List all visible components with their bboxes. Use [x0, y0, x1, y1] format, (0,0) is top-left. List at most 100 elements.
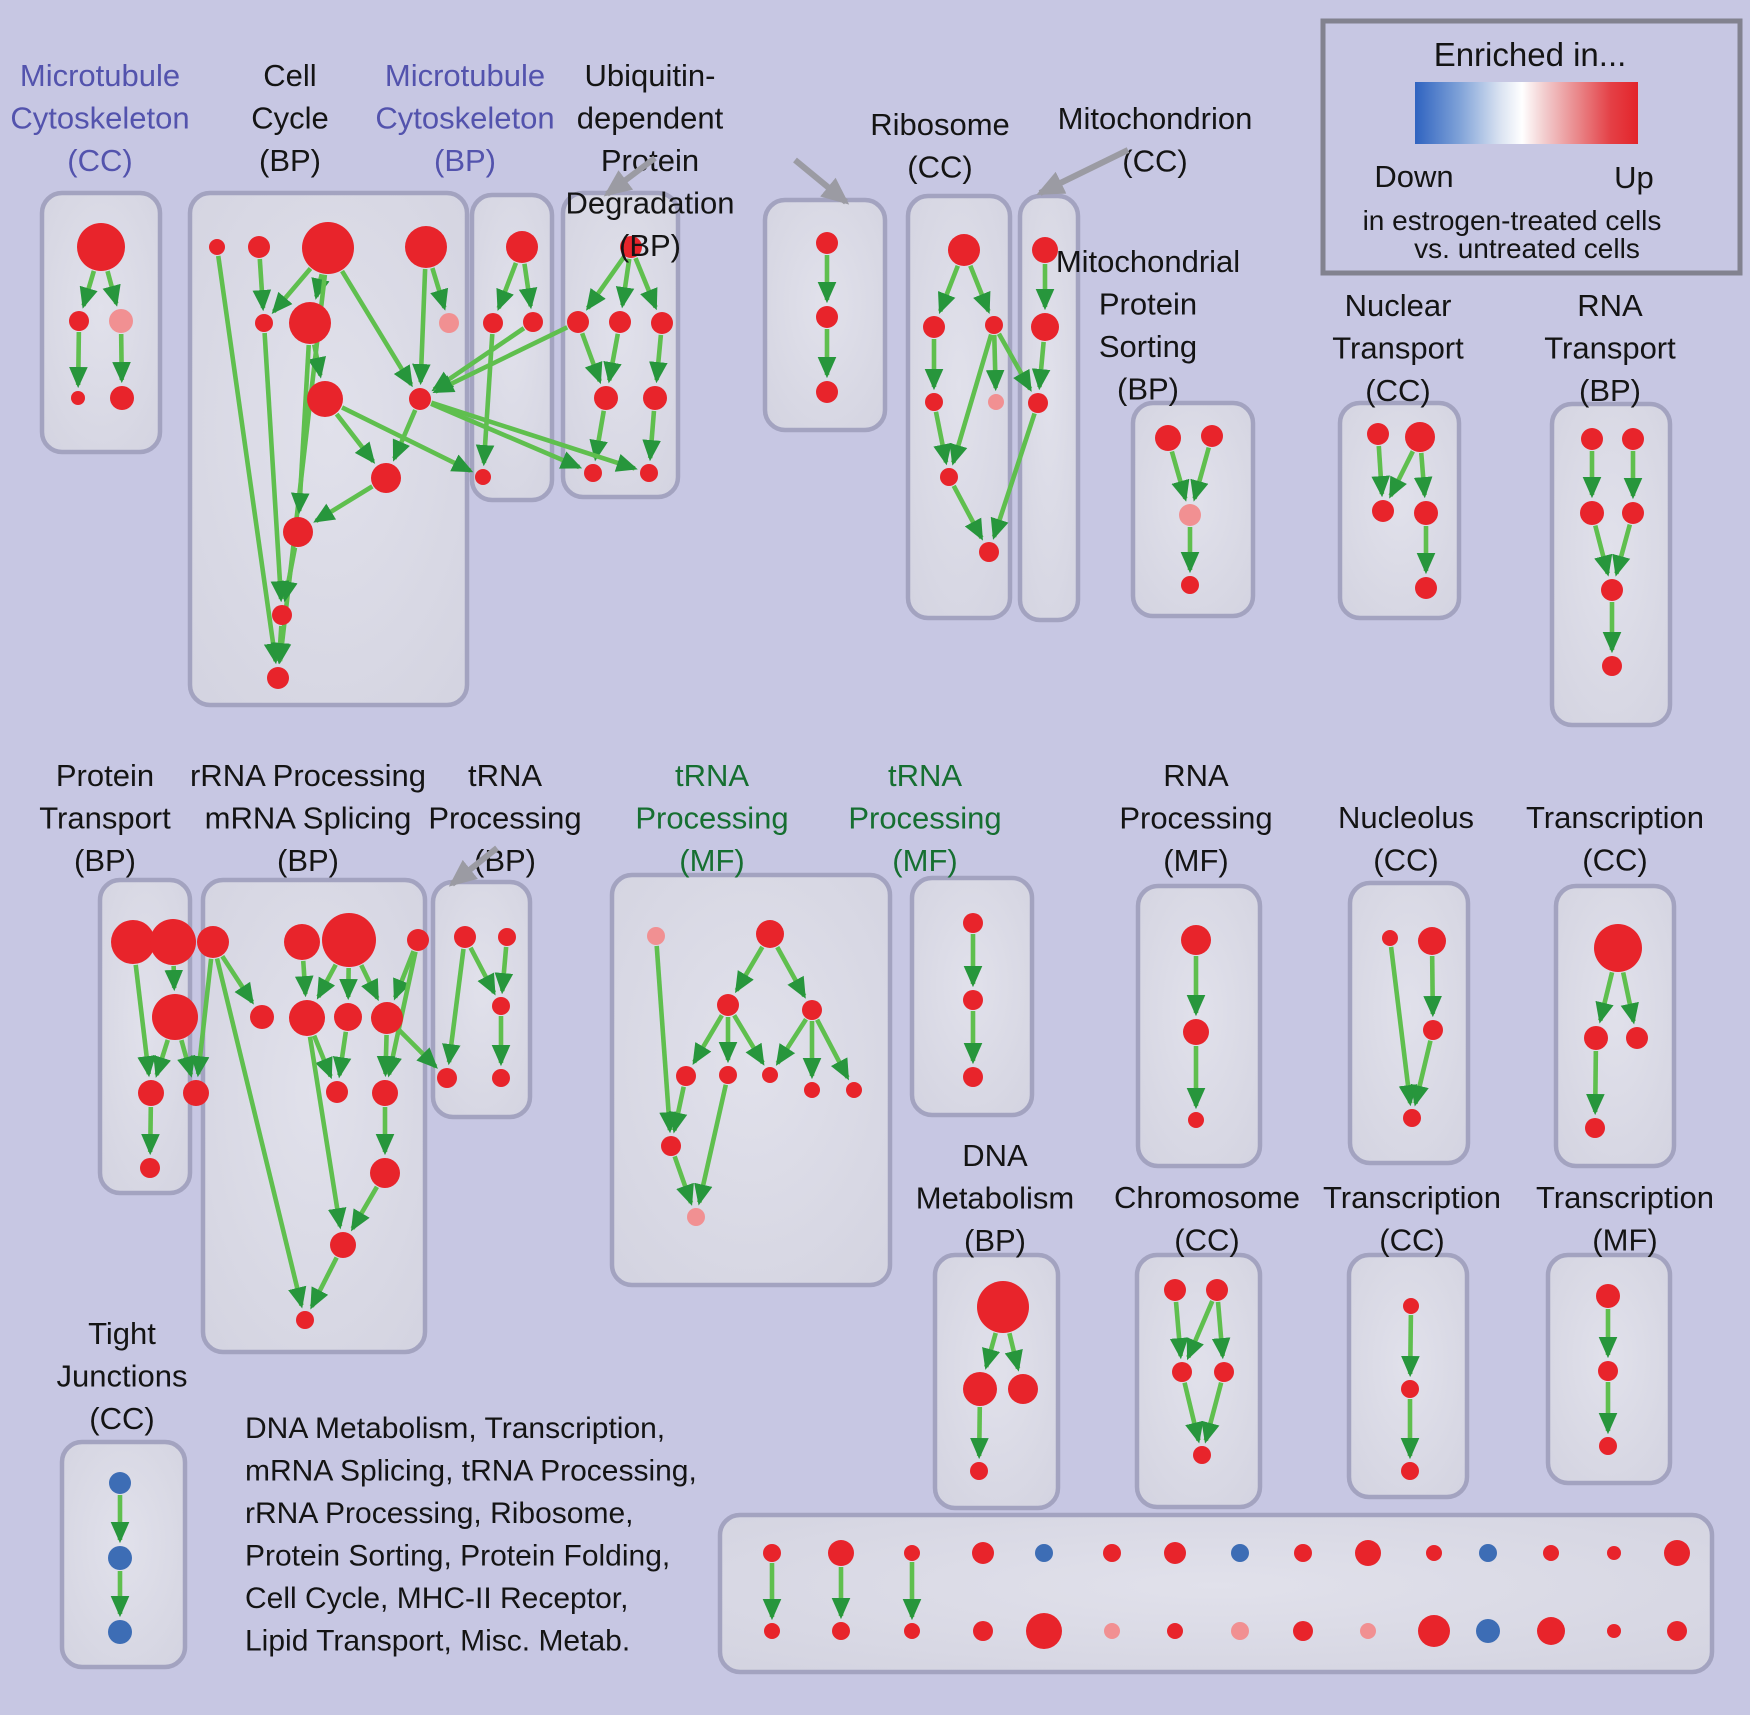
edge-trna-processing-mf-1: [669, 1086, 688, 1134]
go-term-node-red: [609, 311, 631, 333]
edge-rrna-processing-mrna-splicing-bp: [316, 963, 338, 1000]
go-term-node-red: [567, 311, 589, 333]
go-term-node-red: [977, 1281, 1029, 1333]
go-term-node-red: [1622, 428, 1644, 450]
edge-trna-processing-mf-1: [815, 1018, 850, 1081]
go-term-node-red: [940, 468, 958, 486]
cluster-label-ubiquitin-degradation-bp: (BP): [619, 228, 681, 263]
cluster-label-mitochondrial-protein-sorting-bp: Sorting: [1099, 329, 1197, 364]
go-term-node-red: [1584, 1026, 1608, 1050]
go-term-node-red: [972, 1542, 994, 1564]
go-term-node-red: [963, 1067, 983, 1087]
cluster-label-mitochondrion-cc: Mitochondrion: [1058, 101, 1253, 136]
go-term-node-blue: [108, 1546, 132, 1570]
labels-layer: Microtubule Cytoskeleton (CC) Cell Cycle (BP)…: [10, 58, 1714, 1658]
go-term-node-red: [371, 463, 401, 493]
go-term-node-red: [1164, 1542, 1186, 1564]
go-term-node-red: [1664, 1540, 1690, 1566]
go-term-node-red: [267, 667, 289, 689]
go-term-node-red: [209, 239, 225, 255]
cluster-label-transcription-cc-row2: (CC): [1582, 843, 1647, 878]
cross-cluster-edge: [190, 958, 214, 1078]
trna-bp-arrow: [448, 845, 499, 887]
cluster-label-rna-processing-mf: Processing: [1119, 801, 1272, 836]
go-term-node-red: [69, 311, 89, 331]
edge-mitochondrial-protein-sorting-bp: [1169, 450, 1190, 502]
go-term-node-red: [138, 1080, 164, 1106]
edge-cell-cycle-bp: [412, 268, 431, 386]
go-term-node-pink: [109, 309, 133, 333]
go-term-node-red: [307, 381, 343, 417]
cluster-label-microtubule-cytoskeleton-cc: (CC): [67, 143, 132, 178]
cluster-label-dna-metabolism-bp: Metabolism: [916, 1181, 1075, 1216]
go-term-node-red: [1607, 1546, 1621, 1560]
edge-chromosome-cc: [1182, 1382, 1204, 1444]
go-term-node-red: [1403, 1109, 1421, 1127]
go-term-node-red: [111, 920, 155, 964]
cluster-label-cell-cycle-bp: (BP): [259, 143, 321, 178]
go-term-node-pink: [1104, 1623, 1120, 1639]
edge-ribosome-cc: [949, 333, 994, 466]
edge-ribosome-cc: [933, 411, 952, 466]
go-term-node-red: [1181, 576, 1199, 594]
edge-cell-cycle-bp: [313, 484, 374, 523]
edge-protein-transport-bp: [177, 1039, 196, 1078]
legend-box: [1320, 18, 1743, 276]
go-term-node-red: [1155, 425, 1181, 451]
go-term-node-red: [1167, 1623, 1183, 1639]
go-term-node-red: [1537, 1617, 1565, 1645]
go-term-node-red: [370, 1158, 400, 1188]
edge-ubiquitin-degradation-bp: [579, 332, 603, 385]
go-term-node-red: [283, 517, 313, 547]
go-term-node-red: [963, 990, 983, 1010]
go-term-node-red: [1372, 500, 1394, 522]
go-term-node-red: [289, 1000, 325, 1036]
go-term-node-red: [110, 386, 134, 410]
go-term-node-pink: [1179, 504, 1201, 526]
go-term-node-red: [1382, 930, 1398, 946]
go-term-node-red: [409, 388, 431, 410]
go-term-node-red: [1423, 1020, 1443, 1040]
edge-nuclear-transport-cc: [1371, 445, 1391, 498]
go-term-node-red: [1028, 393, 1048, 413]
go-term-node-red: [1172, 1362, 1192, 1382]
go-term-node-red: [1183, 1019, 1209, 1045]
go-term-node-red: [248, 236, 270, 258]
go-term-node-red: [1401, 1462, 1419, 1480]
go-term-node-red: [322, 913, 376, 967]
go-term-node-red: [372, 1080, 398, 1106]
edge-cell-cycle-bp: [252, 258, 272, 312]
cluster-label-nucleolus-cc: (CC): [1373, 843, 1438, 878]
cluster-label-trna-processing-mf-1: (MF): [679, 843, 744, 878]
edge-nucleolus-cc: [1410, 1040, 1433, 1107]
go-term-node-red: [1596, 1284, 1620, 1308]
go-term-node-red: [756, 920, 784, 948]
edge-rrna-processing-mrna-splicing-bp: [220, 954, 255, 1005]
go-term-node-red: [719, 1066, 737, 1084]
edge-rrna-processing-mrna-splicing-bp: [294, 960, 314, 998]
legend-down-label: Down: [1374, 159, 1453, 194]
edge-cell-cycle-bp: [392, 409, 418, 462]
cross-cluster-edge: [996, 332, 1033, 392]
legend-title: Enriched in...: [1434, 36, 1627, 73]
go-term-node-red: [1626, 1027, 1648, 1049]
cluster-label-ubiquitin-degradation-bp: Degradation: [566, 186, 735, 221]
nodes-layer: [69, 222, 1690, 1649]
go-term-node-red: [1607, 1624, 1621, 1638]
edge-cell-cycle-bp: [430, 267, 449, 311]
go-term-node-red: [1032, 237, 1058, 263]
cluster-label-transcription-cc-row3: (CC): [1379, 1223, 1444, 1258]
edge-transcription-cc-row3: [1401, 1314, 1420, 1378]
edge-protein-transport-bp: [133, 964, 156, 1078]
edge-trna-processing-mf-1: [672, 1155, 694, 1206]
edge-trna-processing-bp: [494, 946, 514, 995]
cluster-label-transcription-mf: (MF): [1592, 1223, 1657, 1258]
go-term-node-pink: [687, 1208, 705, 1226]
cluster-label-trna-processing-mf-2: Processing: [848, 801, 1001, 836]
go-term-node-red: [661, 1136, 681, 1156]
edge-transcription-cc-row2: [1586, 1050, 1605, 1116]
go-term-node-red: [828, 1540, 854, 1566]
go-term-node-red: [407, 929, 429, 951]
go-term-node-pink: [1231, 1622, 1249, 1640]
